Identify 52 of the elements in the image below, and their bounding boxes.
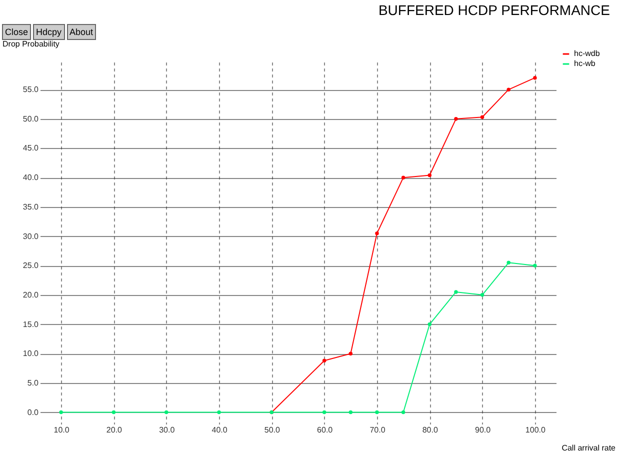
point bbox=[506, 260, 510, 265]
text: Hdcpy bbox=[33, 24, 65, 40]
point bbox=[454, 117, 458, 121]
x-tick-label: 20.0 bbox=[106, 426, 123, 434]
point bbox=[480, 293, 484, 297]
point bbox=[217, 410, 221, 414]
x-tick-label: 100.0 bbox=[525, 426, 546, 434]
y-tick-label: 55.0 bbox=[22, 85, 40, 94]
x-tick-label: 80.0 bbox=[422, 426, 438, 434]
point bbox=[480, 115, 484, 120]
y-tick-label: 45.0 bbox=[22, 144, 40, 153]
point bbox=[348, 410, 353, 414]
y-tick-label: 35.0 bbox=[22, 202, 40, 212]
y-tick-label: 30.0 bbox=[22, 232, 40, 241]
point bbox=[348, 352, 353, 356]
point bbox=[506, 88, 510, 92]
text: Close bbox=[2, 24, 32, 40]
y-tick-label: 25.0 bbox=[22, 261, 40, 270]
legend-label: hc-wdb bbox=[574, 49, 600, 58]
point bbox=[533, 264, 537, 268]
point bbox=[164, 410, 168, 414]
x-tick-label: 90.0 bbox=[474, 426, 492, 434]
point bbox=[375, 410, 379, 414]
legend-label: hc-wb bbox=[574, 59, 596, 68]
x-tick-label: 60.0 bbox=[317, 426, 334, 434]
point bbox=[375, 231, 379, 236]
point bbox=[454, 290, 458, 294]
point bbox=[322, 358, 326, 363]
y-tick-label: 0.0 bbox=[27, 408, 40, 417]
x-tick-label: 30.0 bbox=[159, 426, 176, 434]
x-tick-label: 50.0 bbox=[264, 426, 281, 434]
y-tick-label: 5.0 bbox=[27, 378, 40, 388]
point bbox=[428, 173, 432, 178]
point bbox=[59, 410, 63, 414]
x-tick-label: 40.0 bbox=[212, 426, 228, 434]
y-tick-label: 50.0 bbox=[22, 114, 40, 124]
point bbox=[428, 322, 432, 326]
point bbox=[401, 410, 406, 414]
chart-title: BUFFERED HCDP PERFORMANCE bbox=[378, 2, 610, 18]
text: About bbox=[66, 24, 96, 40]
y-tick-label: 20.0 bbox=[22, 290, 40, 300]
point bbox=[401, 176, 406, 180]
point bbox=[322, 410, 326, 414]
y-tick-label: 10.0 bbox=[22, 349, 40, 358]
point bbox=[533, 76, 537, 80]
point bbox=[112, 410, 116, 414]
y-tick-label: 15.0 bbox=[22, 320, 40, 329]
y-axis-title: Drop Probability bbox=[2, 40, 60, 48]
x-tick-label: 10.0 bbox=[54, 426, 70, 434]
x-axis-title: Call arrival rate bbox=[562, 444, 616, 452]
y-tick-label: 40.0 bbox=[22, 173, 40, 182]
x-tick-label: 70.0 bbox=[370, 426, 386, 434]
